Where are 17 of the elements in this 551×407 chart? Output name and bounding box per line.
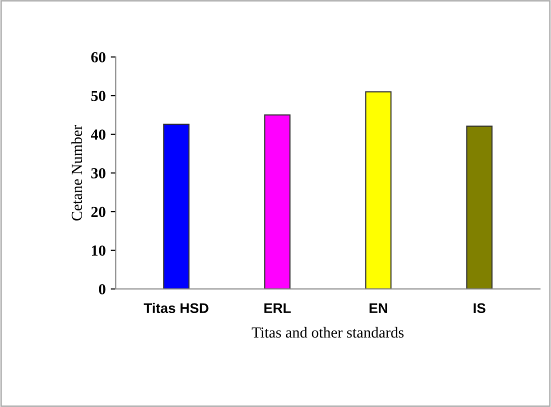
y-tick-label: 0	[98, 284, 106, 294]
bar	[365, 91, 392, 289]
x-tick-label: IS	[474, 303, 486, 314]
y-axis-title: Cetane Number	[71, 124, 82, 220]
bar	[264, 114, 291, 289]
y-tick-label: 50	[91, 90, 106, 102]
y-tick-label: 60	[91, 52, 106, 62]
y-tick-label: 10	[92, 245, 106, 256]
x-tick-label: Titas HSD	[144, 302, 208, 314]
bar	[163, 124, 190, 289]
y-tick-label: 30	[91, 168, 106, 178]
y-tick-label: 20	[91, 206, 106, 218]
x-tick-label: EN	[370, 303, 388, 313]
x-tick-label: ERL	[264, 303, 291, 313]
x-axis-title: Titas and other standards	[252, 326, 404, 338]
bar	[466, 126, 493, 289]
y-tick-label: 40	[90, 129, 106, 140]
